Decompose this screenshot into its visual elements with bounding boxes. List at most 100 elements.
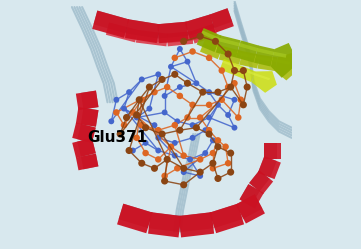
Polygon shape <box>264 143 277 159</box>
Point <box>228 151 234 155</box>
Polygon shape <box>185 14 216 40</box>
Point <box>190 50 195 54</box>
Point <box>168 145 174 149</box>
Point <box>108 119 114 123</box>
Polygon shape <box>72 138 96 158</box>
Point <box>139 123 145 127</box>
Point <box>152 123 157 127</box>
Point <box>223 145 229 149</box>
Polygon shape <box>76 91 99 110</box>
Polygon shape <box>126 19 160 38</box>
Point <box>206 132 212 136</box>
Point <box>139 77 145 81</box>
Point <box>225 161 231 165</box>
Point <box>206 103 212 107</box>
Point <box>152 90 157 94</box>
Point <box>231 68 237 72</box>
Point <box>210 161 216 165</box>
Point <box>231 98 237 102</box>
Polygon shape <box>241 53 260 60</box>
Polygon shape <box>254 45 275 66</box>
Point <box>228 170 234 174</box>
Point <box>190 136 195 140</box>
Polygon shape <box>210 8 232 28</box>
Point <box>159 132 165 136</box>
Point <box>206 56 212 60</box>
Text: Glu371: Glu371 <box>87 130 147 145</box>
Polygon shape <box>148 212 181 238</box>
Point <box>206 116 212 120</box>
Polygon shape <box>249 170 273 194</box>
Polygon shape <box>220 59 240 76</box>
Polygon shape <box>210 204 244 233</box>
Point <box>126 149 132 153</box>
Point <box>215 90 221 94</box>
Point <box>197 34 203 38</box>
Point <box>121 123 127 127</box>
Polygon shape <box>216 35 240 58</box>
Polygon shape <box>222 61 240 69</box>
Point <box>126 90 132 94</box>
Point <box>147 107 152 111</box>
Point <box>203 151 208 155</box>
Point <box>181 170 187 174</box>
Point <box>121 107 127 111</box>
Point <box>139 98 145 102</box>
Point <box>134 113 140 117</box>
Point <box>187 157 193 161</box>
Polygon shape <box>273 52 287 58</box>
Point <box>193 126 199 130</box>
Point <box>215 103 221 107</box>
Point <box>231 81 237 85</box>
Point <box>244 85 250 89</box>
Point <box>215 138 221 142</box>
Polygon shape <box>271 43 298 78</box>
Point <box>174 166 180 170</box>
Point <box>139 161 145 165</box>
Polygon shape <box>81 108 99 127</box>
Point <box>164 157 170 161</box>
Polygon shape <box>76 154 99 170</box>
Point <box>159 77 165 81</box>
Point <box>177 128 183 132</box>
Point <box>143 126 148 130</box>
Point <box>172 56 178 60</box>
Point <box>136 98 142 102</box>
Polygon shape <box>258 55 277 71</box>
Polygon shape <box>221 48 242 56</box>
Point <box>177 47 183 51</box>
Point <box>177 85 183 89</box>
Polygon shape <box>72 123 96 143</box>
Point <box>225 113 231 117</box>
Point <box>206 90 212 94</box>
Point <box>238 98 244 102</box>
Point <box>168 65 174 69</box>
Point <box>197 116 203 120</box>
Point <box>177 94 183 98</box>
Polygon shape <box>191 24 217 44</box>
Polygon shape <box>93 10 129 33</box>
Polygon shape <box>239 184 264 208</box>
Point <box>152 166 157 170</box>
Polygon shape <box>236 194 265 224</box>
Polygon shape <box>106 22 138 42</box>
Polygon shape <box>252 71 277 93</box>
Polygon shape <box>119 204 153 228</box>
Point <box>190 123 195 127</box>
Point <box>203 128 208 132</box>
Point <box>155 136 161 140</box>
Polygon shape <box>257 48 274 55</box>
Polygon shape <box>259 57 277 62</box>
Polygon shape <box>239 51 260 68</box>
Point <box>130 111 136 115</box>
Point <box>134 116 140 120</box>
Point <box>113 111 119 115</box>
Point <box>147 85 152 89</box>
Point <box>200 90 206 94</box>
Polygon shape <box>200 39 223 59</box>
Polygon shape <box>239 184 260 206</box>
Point <box>174 119 180 123</box>
Point <box>181 166 187 170</box>
Point <box>162 174 168 178</box>
Point <box>143 151 148 155</box>
